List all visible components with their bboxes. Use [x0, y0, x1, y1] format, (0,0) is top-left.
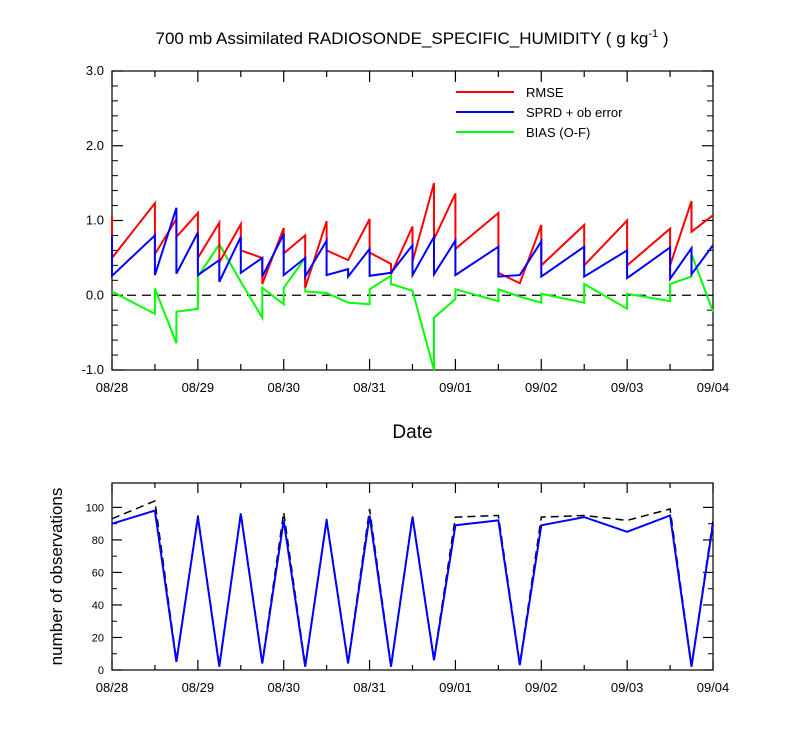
x-axis-label: Date [392, 422, 432, 443]
chart-title-superscript: -1 [648, 28, 658, 40]
top-plot: 08/28 08/29 08/30 08/31 09/01 09/02 09/03 09/04… [82, 63, 730, 443]
x-tick-label: 09/02 [525, 680, 558, 695]
legend-label-sprd-ob-error: SPRD + ob error [526, 105, 623, 120]
x-tick-label: 08/30 [267, 380, 300, 395]
legend-label-bias-o-f: BIAS (O-F) [526, 125, 590, 140]
chart-title: 700 mb Assimilated RADIOSONDE_SPECIFIC_H… [156, 28, 669, 48]
bottom-plot: 08/28 08/29 08/30 08/31 09/01 09/02 09/03 09/04… [47, 482, 730, 695]
x-tick-label: 08/28 [96, 380, 129, 395]
series-line-assimilated [111, 509, 714, 667]
chart-title-main: 700 mb Assimilated RADIOSONDE_SPECIFIC_H… [156, 29, 649, 48]
plot-frame [111, 482, 714, 671]
y-tick-label: -1.0 [82, 362, 104, 377]
y-tick-label: 1.0 [86, 213, 104, 228]
x-tick-label: 08/31 [353, 680, 386, 695]
y-tick-label: 2.0 [86, 138, 104, 153]
x-tick-label: 09/01 [439, 380, 472, 395]
plot-frame [111, 70, 714, 371]
x-tick-label: 09/01 [439, 680, 472, 695]
x-tick-label: 08/31 [353, 380, 386, 395]
chart-title-tail: ) [658, 29, 668, 48]
y-tick-label: 3.0 [86, 63, 104, 78]
x-tick-label: 09/04 [697, 380, 730, 395]
x-tick-label: 09/02 [525, 380, 558, 395]
y-tick-label: 100 [86, 502, 104, 514]
y-tick-label: 40 [92, 600, 104, 612]
series-line-sprd-ob-error [111, 207, 714, 283]
x-tick-label: 08/30 [267, 680, 300, 695]
series-line-bias-o-f [111, 242, 714, 371]
y-axis-label: number of observations [47, 488, 66, 666]
y-tick-label: 0.0 [86, 287, 104, 302]
y-tick-label: 80 [92, 535, 104, 547]
x-tick-label: 09/04 [697, 680, 730, 695]
y-tick-label: 20 [92, 632, 104, 644]
x-tick-label: 09/03 [611, 680, 644, 695]
x-tick-label: 08/29 [182, 680, 215, 695]
series-line-possible [111, 499, 714, 666]
x-tick-label: 08/28 [96, 680, 129, 695]
legend-label-rmse: RMSE [526, 85, 564, 100]
y-tick-label: 0 [98, 665, 104, 677]
x-tick-label: 08/29 [182, 380, 215, 395]
x-tick-label: 09/03 [611, 380, 644, 395]
y-tick-label: 60 [92, 567, 104, 579]
